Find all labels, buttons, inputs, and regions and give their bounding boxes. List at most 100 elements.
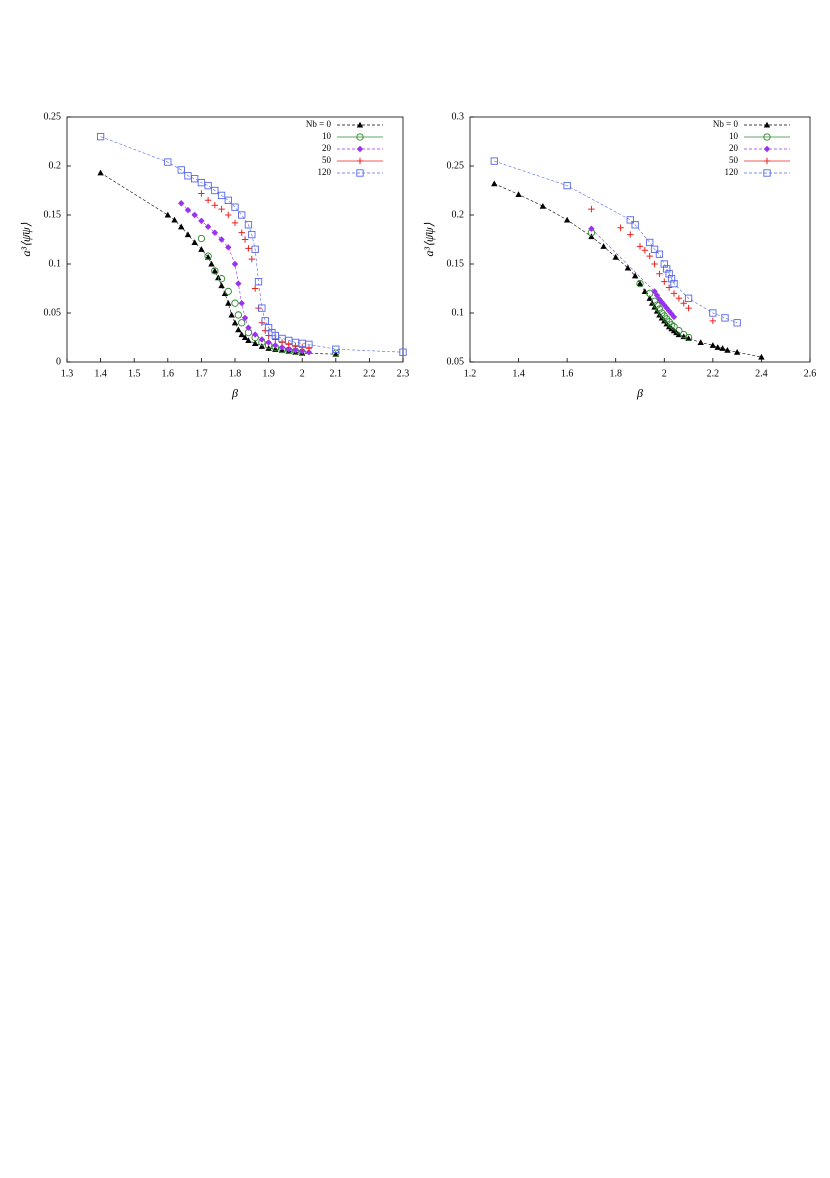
series-line bbox=[494, 183, 762, 358]
point bbox=[719, 345, 726, 351]
y-tick-label: 0.3 bbox=[452, 111, 465, 122]
point bbox=[191, 239, 198, 245]
point bbox=[680, 300, 687, 307]
point bbox=[234, 311, 243, 319]
point bbox=[285, 346, 292, 353]
y-tick-label: 0.25 bbox=[44, 111, 62, 122]
point bbox=[235, 280, 242, 287]
series-line bbox=[100, 136, 404, 353]
point bbox=[217, 191, 226, 200]
point bbox=[231, 299, 239, 307]
y-tick-label: 0.1 bbox=[49, 258, 62, 269]
legend-marker bbox=[356, 133, 364, 141]
point bbox=[646, 295, 653, 301]
point bbox=[292, 347, 299, 354]
point bbox=[670, 313, 678, 321]
point bbox=[265, 345, 272, 351]
point bbox=[636, 243, 644, 250]
x-tick-label: 1.4 bbox=[512, 368, 525, 379]
legend-marker bbox=[356, 169, 364, 177]
series-line bbox=[100, 172, 336, 355]
point bbox=[670, 279, 678, 288]
point bbox=[245, 245, 252, 252]
point bbox=[670, 290, 678, 297]
point bbox=[164, 158, 172, 166]
point bbox=[661, 301, 668, 309]
point bbox=[241, 236, 249, 243]
legend-marker bbox=[763, 133, 771, 141]
point bbox=[663, 304, 670, 312]
x-tick-label: 2.4 bbox=[755, 368, 768, 379]
point bbox=[177, 166, 185, 174]
x-tick-label: 1.8 bbox=[229, 368, 242, 379]
x-tick-label: 1.8 bbox=[609, 368, 622, 379]
point bbox=[211, 267, 219, 274]
point bbox=[254, 277, 263, 286]
point bbox=[184, 206, 192, 214]
point bbox=[211, 229, 219, 236]
point bbox=[653, 301, 661, 309]
point bbox=[646, 252, 653, 260]
point bbox=[245, 337, 252, 343]
x-tick-label: 1.3 bbox=[61, 368, 74, 379]
legend-marker bbox=[763, 145, 771, 153]
y-tick-label: 0.1 bbox=[452, 307, 465, 318]
legend-label: 10 bbox=[729, 131, 739, 141]
point bbox=[665, 284, 673, 291]
point bbox=[636, 279, 644, 288]
point bbox=[191, 211, 198, 219]
point bbox=[218, 282, 225, 289]
point bbox=[228, 311, 235, 318]
point bbox=[646, 289, 654, 298]
point bbox=[225, 211, 232, 219]
legend-label: 50 bbox=[322, 155, 332, 165]
point bbox=[231, 319, 239, 326]
point bbox=[198, 190, 205, 197]
point bbox=[241, 334, 249, 341]
point bbox=[292, 343, 299, 350]
point bbox=[305, 340, 313, 349]
legend-label: 50 bbox=[729, 155, 739, 165]
point bbox=[178, 200, 185, 207]
point bbox=[171, 216, 178, 223]
point bbox=[515, 191, 522, 197]
point bbox=[248, 230, 256, 239]
point bbox=[204, 253, 212, 260]
point bbox=[684, 294, 693, 302]
point bbox=[733, 319, 741, 327]
point bbox=[251, 340, 259, 346]
point bbox=[245, 324, 252, 331]
point bbox=[658, 299, 666, 306]
point bbox=[663, 265, 671, 273]
x-tick-label: 1.2 bbox=[464, 368, 477, 379]
point bbox=[258, 304, 266, 312]
legend-marker bbox=[763, 121, 771, 128]
legend-marker bbox=[356, 145, 364, 153]
point bbox=[204, 181, 212, 190]
point bbox=[278, 344, 286, 351]
point bbox=[241, 314, 249, 322]
point bbox=[655, 305, 664, 313]
point bbox=[231, 203, 239, 211]
point bbox=[684, 333, 693, 342]
series-line bbox=[494, 160, 738, 324]
point bbox=[660, 260, 668, 268]
legend-label: 20 bbox=[322, 143, 332, 153]
point bbox=[675, 326, 683, 335]
point bbox=[299, 348, 306, 355]
point bbox=[667, 275, 676, 283]
point bbox=[204, 252, 212, 260]
series-line bbox=[181, 203, 309, 353]
point bbox=[624, 264, 632, 271]
point bbox=[251, 245, 259, 253]
legend-label: 20 bbox=[729, 143, 739, 153]
x-tick-label: 1.4 bbox=[94, 368, 107, 379]
point bbox=[665, 270, 673, 278]
point bbox=[305, 345, 313, 352]
point bbox=[627, 231, 634, 238]
legend-marker bbox=[763, 157, 771, 165]
point bbox=[211, 186, 219, 195]
point bbox=[650, 245, 659, 253]
point bbox=[685, 304, 692, 312]
